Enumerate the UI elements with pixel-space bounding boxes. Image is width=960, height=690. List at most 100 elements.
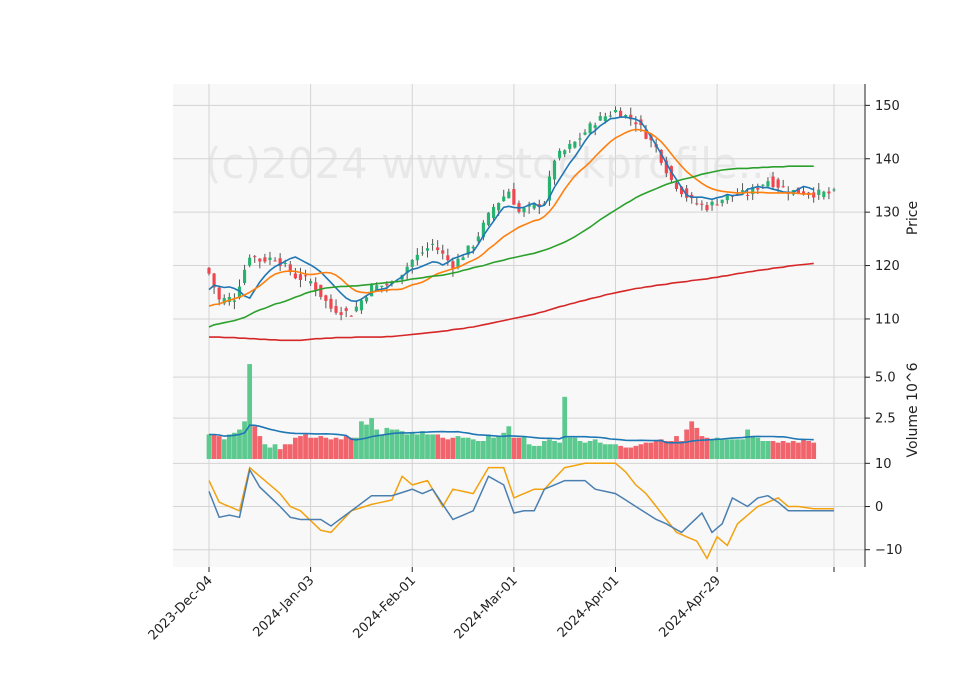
volume-bar — [491, 437, 496, 459]
candle-body — [278, 258, 282, 267]
candle-body — [324, 295, 328, 301]
oscillator-blue-line — [208, 467, 834, 534]
y-tick-label: 150 — [875, 99, 900, 114]
candle-body — [603, 116, 607, 122]
volume-bar — [775, 442, 781, 459]
volume-bar — [282, 444, 288, 459]
candle-body — [771, 176, 775, 188]
watermark: (c)2024 www.stockprofile... — [205, 139, 778, 188]
candle-body — [679, 186, 684, 195]
candle-body — [253, 256, 257, 258]
volume-bar — [323, 437, 329, 459]
candle-body — [522, 208, 526, 213]
volume-bar — [679, 441, 684, 459]
y-tick-label: −10 — [875, 543, 902, 558]
volume-bar — [684, 429, 690, 459]
candle-body — [486, 212, 491, 225]
candle-body — [481, 222, 485, 238]
volume-bar — [628, 447, 634, 459]
volume-bar — [272, 444, 278, 459]
volume-bar — [521, 436, 527, 459]
candle-body — [588, 123, 592, 134]
candle-body — [273, 260, 277, 262]
y-tick-label: 140 — [875, 152, 900, 167]
volume-bar — [694, 427, 700, 459]
candle-body — [288, 264, 292, 273]
volume-bar — [806, 441, 811, 459]
volume-bar — [724, 439, 730, 459]
candle-body — [578, 138, 582, 140]
volume-bar — [704, 437, 710, 459]
volume-bar — [501, 432, 507, 459]
candle-body — [298, 274, 303, 280]
candle-body — [385, 283, 389, 286]
candle-body — [552, 160, 557, 180]
candle-body — [583, 132, 587, 135]
volume-bar — [623, 447, 629, 459]
volume-bar — [343, 436, 349, 459]
candle-body — [258, 258, 262, 262]
candle-body — [705, 205, 709, 211]
x-tick-label: 2024-Jan-03 — [250, 573, 317, 640]
candle-body — [375, 285, 379, 291]
candle-body — [466, 245, 470, 255]
y-tick-label: 5.0 — [875, 371, 896, 386]
candle-body — [293, 273, 297, 279]
volume-bar — [735, 439, 740, 459]
candle-body — [685, 188, 689, 198]
volume-axis-label: Volume 10^6 — [905, 362, 921, 457]
candle-body — [415, 254, 419, 261]
volume-bar — [572, 437, 578, 459]
volume-bar — [552, 441, 557, 459]
volume-bar — [252, 426, 258, 459]
candle-body — [354, 306, 358, 312]
volume-bar — [298, 436, 303, 459]
x-tick-label: 2024-Apr-01 — [555, 573, 622, 640]
candle-body — [446, 255, 450, 261]
candle-body — [664, 160, 668, 174]
volume-bar — [221, 439, 227, 459]
candle-body — [476, 236, 480, 242]
volume-bar — [755, 437, 761, 459]
candle-body — [329, 298, 333, 309]
volume-bar — [669, 441, 674, 459]
volume-bar — [597, 442, 603, 459]
volume-bar — [547, 439, 552, 459]
y-tick-label: 120 — [875, 259, 900, 274]
candle-body — [537, 204, 541, 207]
volume-bars — [206, 364, 817, 459]
candle-body — [644, 129, 648, 139]
volume-bar — [313, 437, 319, 459]
volume-bar — [592, 439, 598, 459]
candle-body — [573, 141, 577, 148]
candle-body — [425, 248, 430, 251]
x-tick-label: 2024-Apr-29 — [657, 573, 724, 640]
candle-body — [619, 110, 623, 118]
volume-average — [209, 424, 814, 444]
volume-bar — [796, 442, 801, 459]
ma-line-0 — [208, 116, 815, 303]
candle-body — [237, 286, 242, 299]
volume-bar — [328, 439, 334, 459]
candle-body — [746, 194, 750, 196]
volume-bar — [531, 445, 537, 459]
volume-bar — [638, 444, 644, 459]
candle-body — [593, 125, 597, 128]
volume-bar — [714, 437, 720, 459]
candle-body — [608, 115, 612, 117]
candle-body — [497, 202, 501, 211]
volume-bar — [420, 431, 425, 459]
candle-body — [268, 257, 272, 261]
volume-bar — [729, 439, 735, 459]
oscillator-lines — [208, 462, 834, 561]
ma-line-2 — [208, 165, 814, 328]
volume-bar — [658, 439, 664, 459]
volume-bar — [618, 445, 623, 459]
candle-body — [263, 257, 267, 262]
volume-bar — [674, 436, 679, 459]
candle-body — [222, 298, 226, 304]
candle-body — [303, 275, 308, 277]
grid-lines — [173, 84, 865, 567]
